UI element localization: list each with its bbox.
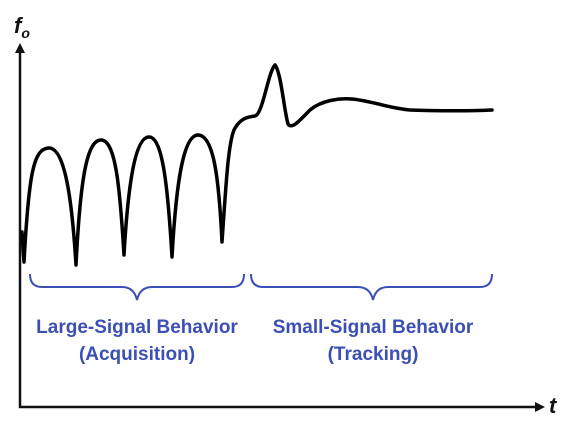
y-axis-label: fo <box>14 13 30 41</box>
tracking-label: Small-Signal Behavior <box>273 317 474 338</box>
x-axis-label: t <box>549 393 558 418</box>
tracking-brace <box>250 273 493 301</box>
acquisition-brace <box>29 273 245 301</box>
acquisition-sublabel: (Acquisition) <box>79 344 195 365</box>
tracking-sublabel: (Tracking) <box>328 344 419 365</box>
frequency-curve <box>20 63 494 267</box>
acquisition-label: Large-Signal Behavior <box>36 317 238 338</box>
